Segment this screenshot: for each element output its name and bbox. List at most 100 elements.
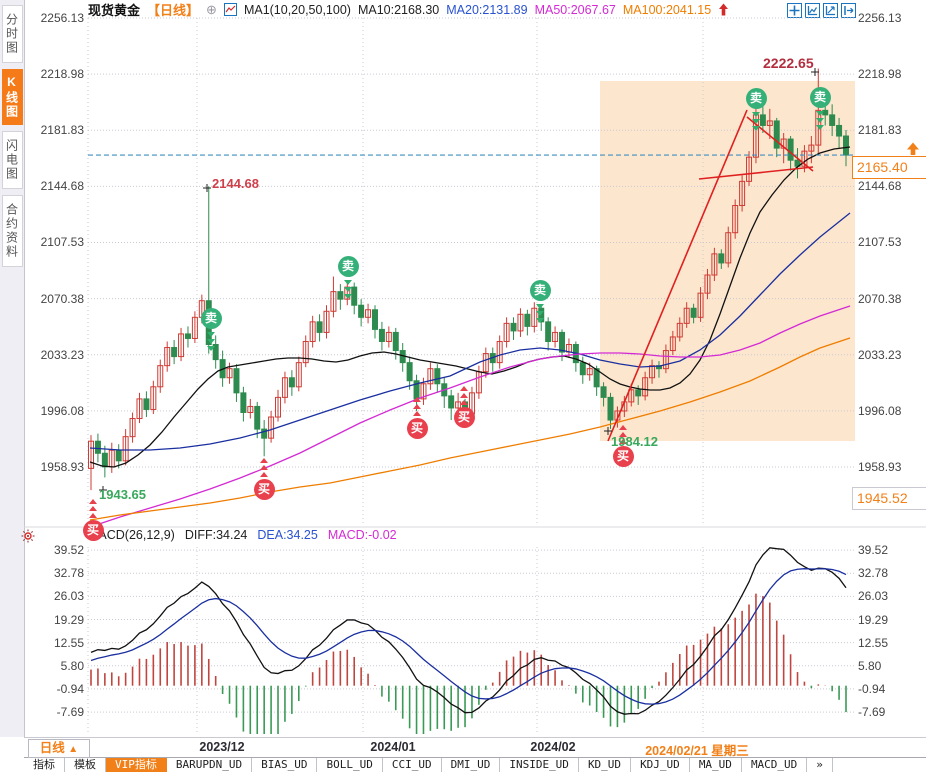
axis-tick-label: 5.80 (858, 658, 882, 673)
candle-body (766, 120, 773, 126)
price-callout: 1984.12 (611, 434, 658, 449)
indicator-tab-9[interactable]: INSIDE_UD (500, 758, 579, 772)
candle-body (829, 114, 836, 126)
candle-body (385, 331, 392, 342)
candle-body (649, 365, 656, 379)
sidebar-item-1[interactable]: 分时图 (1, 5, 23, 63)
candle-body (171, 347, 178, 358)
candle-body (482, 353, 489, 373)
current-price-tag: 2165.40 (852, 156, 926, 179)
macd-dea-line (90, 568, 847, 705)
candle-body (607, 396, 614, 421)
macd-dea-value: DEA:34.25 (257, 528, 318, 542)
price-callout: 2144.68 (212, 176, 259, 191)
sidebar-item-2[interactable]: K线图 (1, 69, 23, 125)
axis-tick-label: 2033.23 (858, 347, 902, 362)
candle-body (392, 331, 399, 352)
candle-body (510, 322, 517, 332)
ma10-value: MA10:2168.30 (357, 2, 440, 17)
indicator-tab-6[interactable]: BOLL_UD (317, 758, 383, 772)
buy-signal-arrows-icon (83, 497, 103, 518)
candle-body (628, 389, 635, 403)
x-axis-label: 2024/02 (530, 740, 576, 754)
candle-body (365, 309, 372, 318)
candle-body (746, 156, 753, 182)
indicator-tab-5[interactable]: BIAS_UD (252, 758, 318, 772)
chart-zoom-icon[interactable] (823, 3, 838, 18)
sell-signal-badge: 卖 (200, 307, 222, 329)
arrow-up-icon (260, 458, 268, 463)
x-axis-label: 2023/12 (199, 740, 245, 754)
candle-body (635, 389, 642, 397)
sidebar-item-4[interactable]: 合约资料 (1, 195, 23, 267)
candle-body (309, 321, 316, 342)
arrow-down-icon (344, 294, 352, 299)
indicator-settings-icon[interactable] (21, 529, 35, 548)
arrow-down-icon (207, 339, 215, 344)
candle-body (275, 396, 282, 418)
axis-tick-label: 2070.38 (40, 291, 84, 306)
period-selector[interactable]: 日线 ▲ (28, 739, 90, 758)
sell-signal-badge: 卖 (809, 86, 831, 108)
axis-tick-label: 2256.13 (858, 11, 902, 25)
candle-body (808, 144, 815, 152)
buy-signal-badge: 买 (82, 519, 104, 541)
indicator-tab-7[interactable]: CCI_UD (383, 758, 442, 772)
buy-signal-badge: 买 (406, 417, 428, 439)
indicator-tab-8[interactable]: DMI_UD (442, 758, 501, 772)
indicator-tab-14[interactable]: » (807, 758, 833, 772)
indicator-tab-bar: 指标 模板 VIP指标 BARUPDN_UD BIAS_UD BOLL_UD CCI_UD D… (24, 757, 926, 772)
arrow-up-icon (89, 513, 97, 518)
buy-signal-arrows-icon (254, 456, 274, 477)
macd-title[interactable]: MACD(26,12,9) (88, 528, 175, 542)
candle-body (88, 440, 94, 469)
sell-signal-arrows-icon (746, 110, 766, 131)
indicator-tab-10[interactable]: KD_UD (579, 758, 632, 772)
ma-settings-label[interactable]: MA1(10,20,50,100) (243, 2, 351, 17)
chart-header: 现货黄金 【日线】 ⊕ MA1(10,20,50,100) MA10:2168.… (88, 1, 729, 18)
axis-tick-label: 2218.98 (858, 67, 902, 82)
candle-body (725, 232, 732, 264)
axis-tick-label: 26.03 (858, 589, 889, 604)
chart-pane-icon[interactable] (805, 3, 820, 18)
candle-body (836, 124, 843, 137)
candle-body (129, 418, 136, 438)
candle-body (268, 416, 275, 439)
candle-body (94, 440, 101, 454)
candle-body (780, 138, 787, 149)
candle-body (378, 328, 385, 342)
indicator-tab-2[interactable]: 模板 (65, 758, 106, 772)
macd-hist-value: MACD:-0.02 (327, 528, 397, 542)
candle-body (288, 377, 295, 388)
candle-body (801, 150, 808, 167)
indicator-tab-13[interactable]: MACD_UD (742, 758, 808, 772)
candle-body (690, 307, 697, 318)
kline-mini-icon (223, 3, 237, 16)
buy-signal-badge: 买 (612, 445, 634, 467)
exit-fullscreen-icon[interactable] (841, 3, 856, 18)
indicator-tab-4[interactable]: BARUPDN_UD (167, 758, 253, 772)
candle-body (842, 135, 849, 156)
candle-body (676, 322, 683, 338)
candle-body (115, 449, 122, 462)
candle-body (157, 365, 164, 388)
current-price-value: 2165.40 (857, 159, 908, 175)
indicator-tab-3[interactable]: VIP指标 (106, 758, 167, 772)
crosshair-icon[interactable] (787, 3, 802, 18)
arrow-down-icon (536, 304, 544, 309)
period-label: 【日线】 (147, 3, 200, 18)
candle-body (593, 368, 600, 388)
sidebar-item-3[interactable]: 闪电图 (1, 131, 23, 189)
candle-body (281, 377, 288, 398)
indicator-tab-1[interactable]: 指标 (24, 758, 65, 772)
arrow-up-icon (413, 411, 421, 416)
add-compare-icon[interactable]: ⊕ (206, 1, 217, 17)
arrow-down-icon (344, 280, 352, 285)
axis-tick-label: 32.78 (858, 566, 889, 581)
indicator-tab-12[interactable]: MA_UD (690, 758, 742, 772)
buy-signal-arrows-icon (407, 395, 427, 416)
indicator-tab-11[interactable]: KDJ_UD (631, 758, 690, 772)
axis-tick-label: 39.52 (53, 543, 84, 558)
